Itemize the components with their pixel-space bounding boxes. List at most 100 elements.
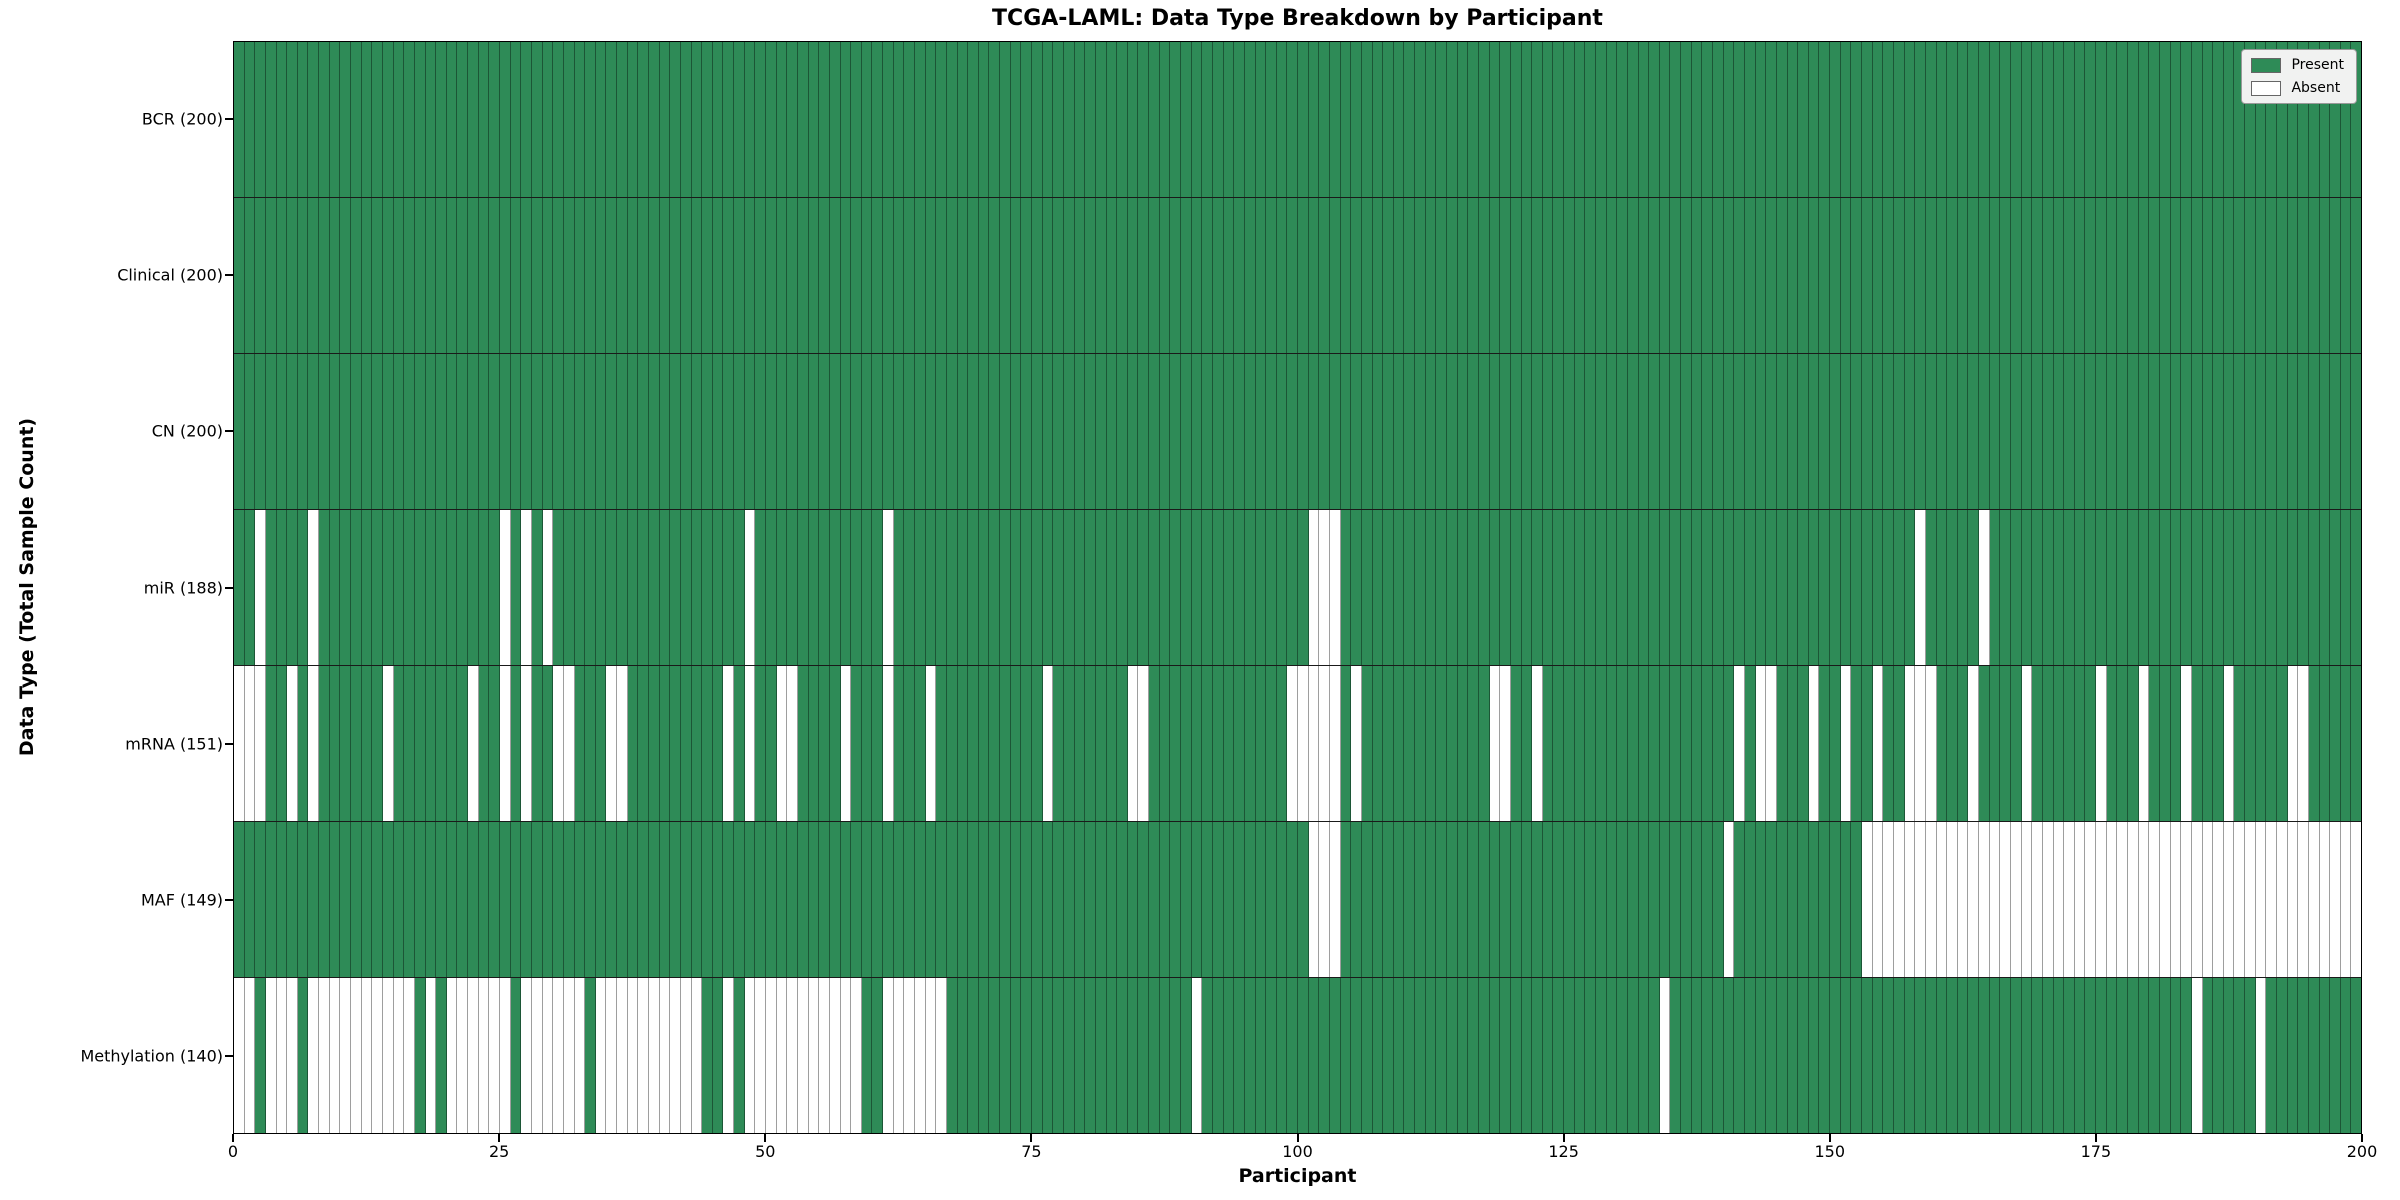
heatmap-cell — [1638, 666, 1650, 821]
heatmap-cell — [659, 666, 671, 821]
heatmap-cell — [702, 978, 713, 1133]
heatmap-cell — [829, 978, 841, 1133]
heatmap-cell — [414, 978, 426, 1133]
y-tick-mark — [225, 118, 233, 121]
heatmap-cell — [1074, 510, 1086, 665]
heatmap-cell — [234, 42, 245, 197]
heatmap-cell — [510, 198, 522, 353]
heatmap-cell — [2053, 42, 2065, 197]
heatmap-cell — [265, 42, 277, 197]
heatmap-cell — [244, 666, 256, 821]
heatmap-cell — [1106, 978, 1118, 1133]
heatmap-cell — [382, 978, 394, 1133]
heatmap-cell — [2064, 510, 2075, 665]
heatmap-cell — [414, 354, 426, 509]
heatmap-cell — [1979, 354, 1990, 509]
heatmap-cell — [766, 198, 777, 353]
heatmap-cell — [1436, 510, 1448, 665]
heatmap-cell — [1404, 822, 1416, 977]
heatmap-cell — [319, 198, 330, 353]
heatmap-cell — [1276, 978, 1288, 1133]
heatmap-cell — [1915, 510, 1926, 665]
heatmap-cell — [2277, 42, 2288, 197]
heatmap-cell — [1436, 354, 1448, 509]
heatmap-cell — [680, 978, 692, 1133]
heatmap-cell — [2053, 354, 2065, 509]
heatmap-cell — [382, 510, 394, 665]
heatmap-cell — [1340, 198, 1352, 353]
heatmap-cell — [319, 822, 330, 977]
heatmap-cell — [2021, 510, 2033, 665]
heatmap-cell — [468, 510, 479, 665]
heatmap-cell — [553, 510, 564, 665]
heatmap-cell — [1734, 354, 1745, 509]
heatmap-cell — [1702, 978, 1714, 1133]
heatmap-cell — [1691, 510, 1703, 665]
heatmap-cell — [2064, 354, 2075, 509]
heatmap-cell — [1840, 666, 1852, 821]
heatmap-cell — [414, 510, 426, 665]
heatmap-cell — [393, 510, 405, 665]
heatmap-cell — [1830, 510, 1841, 665]
heatmap-cell — [542, 198, 554, 353]
y-tick-label-mrna: mRNA (151) — [125, 734, 223, 754]
heatmap-cell — [2202, 822, 2214, 977]
heatmap-cell — [2351, 510, 2362, 665]
heatmap-cell — [2159, 978, 2171, 1133]
heatmap-cell — [2319, 354, 2331, 509]
heatmap-cell — [1532, 42, 1543, 197]
heatmap-cell — [2170, 978, 2182, 1133]
heatmap-cell — [1138, 354, 1150, 509]
heatmap-cell — [2106, 978, 2118, 1133]
heatmap-cell — [585, 198, 596, 353]
heatmap-cell — [1447, 42, 1458, 197]
heatmap-cell — [872, 354, 884, 509]
heatmap-cell — [1436, 198, 1448, 353]
heatmap-cell — [521, 822, 532, 977]
heatmap-cell — [691, 42, 703, 197]
heatmap-cell — [1468, 198, 1479, 353]
heatmap-cell — [1489, 978, 1501, 1133]
heatmap-cell — [904, 354, 915, 509]
heatmap-cell — [1085, 198, 1096, 353]
heatmap-row-clinical — [234, 198, 2362, 354]
heatmap-cell — [1191, 42, 1203, 197]
heatmap-cell — [1787, 198, 1799, 353]
heatmap-cell — [1181, 978, 1192, 1133]
heatmap-cell — [2117, 978, 2129, 1133]
heatmap-cell — [1212, 822, 1224, 977]
heatmap-cell — [2298, 822, 2309, 977]
heatmap-cell — [1042, 354, 1054, 509]
heatmap-cell — [1532, 822, 1543, 977]
heatmap-cell — [2202, 510, 2214, 665]
heatmap-cell — [883, 354, 894, 509]
heatmap-cell — [1872, 510, 1884, 665]
heatmap-cell — [1713, 510, 1724, 665]
heatmap-cell — [1862, 354, 1873, 509]
heatmap-cell — [1138, 510, 1150, 665]
heatmap-cell — [2255, 354, 2267, 509]
heatmap-cell — [2277, 354, 2288, 509]
heatmap-cell — [925, 666, 937, 821]
heatmap-cell — [1819, 666, 1831, 821]
heatmap-cell — [2287, 510, 2299, 665]
heatmap-cell — [2202, 42, 2214, 197]
heatmap-cell — [1989, 822, 2001, 977]
heatmap-cell — [457, 978, 469, 1133]
heatmap-cell — [1776, 510, 1788, 665]
heatmap-cell — [1127, 510, 1139, 665]
heatmap-cell — [734, 510, 745, 665]
heatmap-cell — [1457, 510, 1469, 665]
heatmap-cell — [2351, 978, 2362, 1133]
y-tick-mark — [225, 742, 233, 745]
heatmap-cell — [1138, 822, 1150, 977]
heatmap-cell — [1117, 42, 1128, 197]
heatmap-cell — [414, 666, 426, 821]
heatmap-cell — [2170, 42, 2182, 197]
heatmap-cell — [1925, 42, 1937, 197]
heatmap-cell — [1319, 42, 1330, 197]
heatmap-cell — [766, 666, 777, 821]
heatmap-cell — [861, 510, 873, 665]
heatmap-cell — [2064, 42, 2075, 197]
heatmap-cell — [776, 822, 788, 977]
